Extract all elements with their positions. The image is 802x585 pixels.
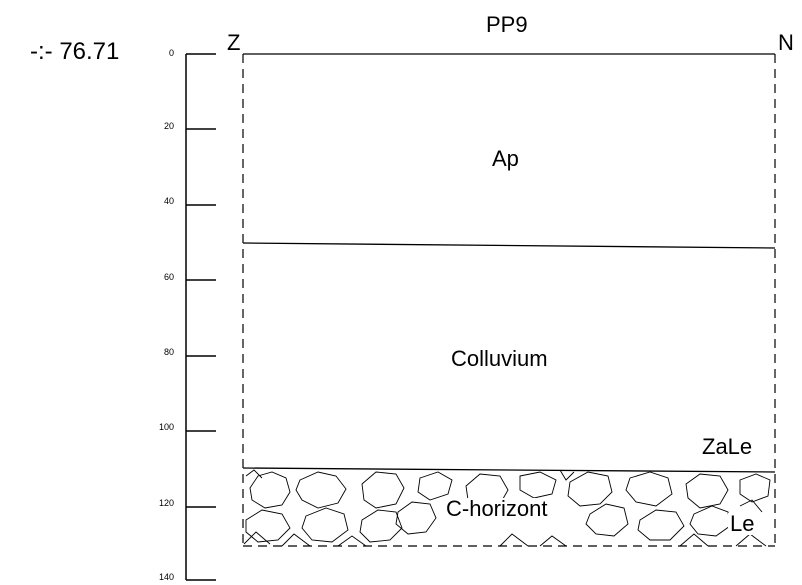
texture-label-upper: ZaLe (700, 434, 755, 459)
depth-label-20: 20 (163, 121, 174, 131)
depth-label-100: 100 (158, 422, 174, 432)
depth-label-60: 60 (163, 272, 174, 282)
boundary-ap-colluvium (242, 242, 776, 249)
boundary-colluvium-c (242, 467, 776, 473)
profile-title: PP9 (486, 12, 528, 37)
surface-elevation: -:- 76.71 (30, 38, 120, 65)
horizon-label-colluvium: Colluvium (449, 346, 550, 371)
depth-label-80: 80 (163, 347, 174, 357)
horizon-label-c: C-horizont (444, 496, 550, 521)
horizon-label-ap: Ap (490, 146, 521, 171)
depth-label-140: 140 (158, 572, 174, 582)
depth-label-120: 120 (158, 498, 174, 508)
gravel-pattern (243, 469, 771, 547)
texture-label-lower: Le (728, 511, 757, 536)
side-label-left: Z (227, 30, 241, 55)
depth-scale (185, 53, 216, 581)
side-label-right: N (778, 30, 794, 55)
profile-box (242, 53, 776, 547)
depth-label-0: 0 (168, 48, 174, 58)
depth-label-40: 40 (163, 196, 174, 206)
